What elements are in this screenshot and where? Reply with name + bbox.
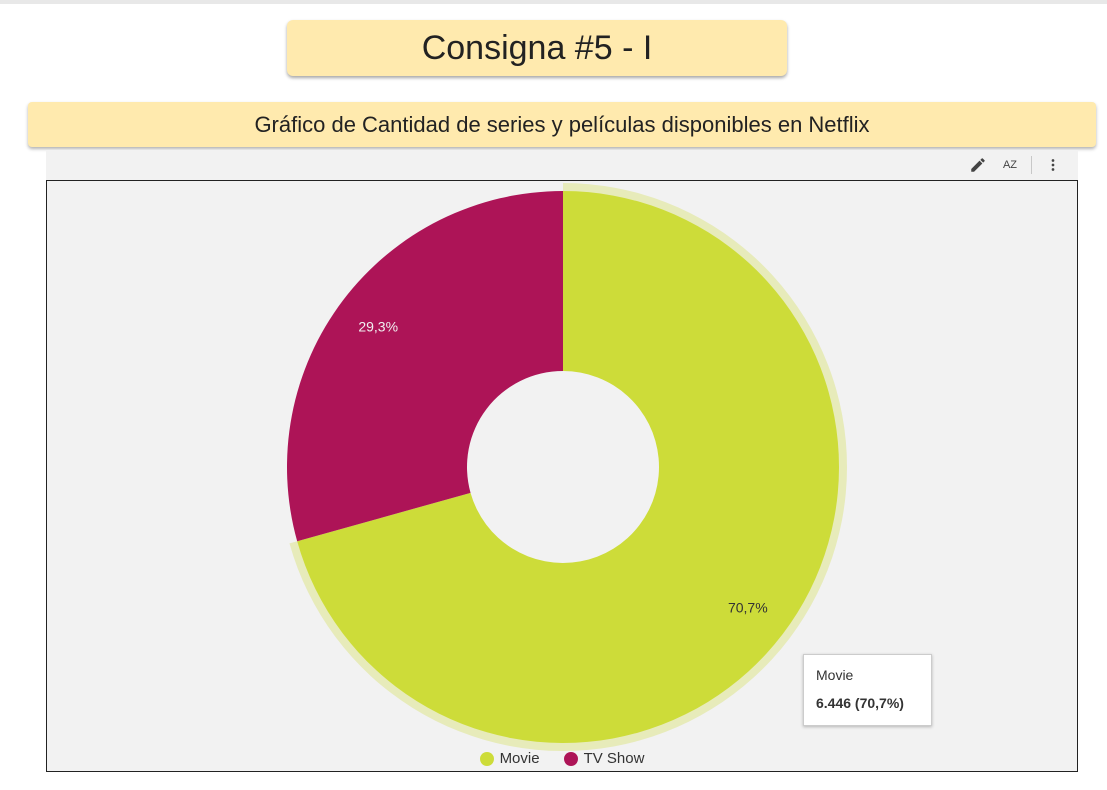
legend-item-movie[interactable]: Movie <box>479 750 540 767</box>
slice-movie[interactable] <box>297 191 839 743</box>
tooltip-label: Movie <box>816 667 854 683</box>
legend-swatch-tvshow <box>563 751 578 766</box>
sort-button[interactable]: AZ <box>999 154 1021 176</box>
more-options-button[interactable] <box>1042 154 1064 176</box>
legend-label-tvshow: TV Show <box>583 750 645 767</box>
plot-area: 70,7% 29,3% Movie TV Show Movie 6.446 (70… <box>46 180 1078 772</box>
more-vert-icon <box>1051 159 1055 171</box>
chart-panel: AZ 70,7% 29,3% Movie TV Show Movie 6.4 <box>46 150 1078 772</box>
tooltip-value: 6.446 (70,7%) <box>816 695 904 711</box>
slice-label-movie: 70,7% <box>728 599 768 615</box>
page-title: Consigna #5 - I <box>287 20 787 76</box>
chart-toolbar: AZ <box>967 154 1064 176</box>
sort-az-icon: AZ <box>1002 159 1018 171</box>
edit-button[interactable] <box>967 154 989 176</box>
top-divider <box>0 0 1107 4</box>
slice-label-tvshow: 29,3% <box>358 319 398 335</box>
legend-swatch-movie <box>479 751 494 766</box>
toolbar-separator <box>1031 156 1032 174</box>
donut-chart: 70,7% 29,3% <box>287 183 848 751</box>
chart-legend: Movie TV Show <box>47 750 1077 767</box>
chart-tooltip: Movie 6.446 (70,7%) <box>803 654 932 726</box>
legend-item-tvshow[interactable]: TV Show <box>563 750 645 767</box>
pencil-icon <box>971 158 985 172</box>
chart-subtitle: Gráfico de Cantidad de series y película… <box>28 102 1096 147</box>
slice-tvshow[interactable] <box>287 191 563 542</box>
legend-label-movie: Movie <box>499 750 540 767</box>
